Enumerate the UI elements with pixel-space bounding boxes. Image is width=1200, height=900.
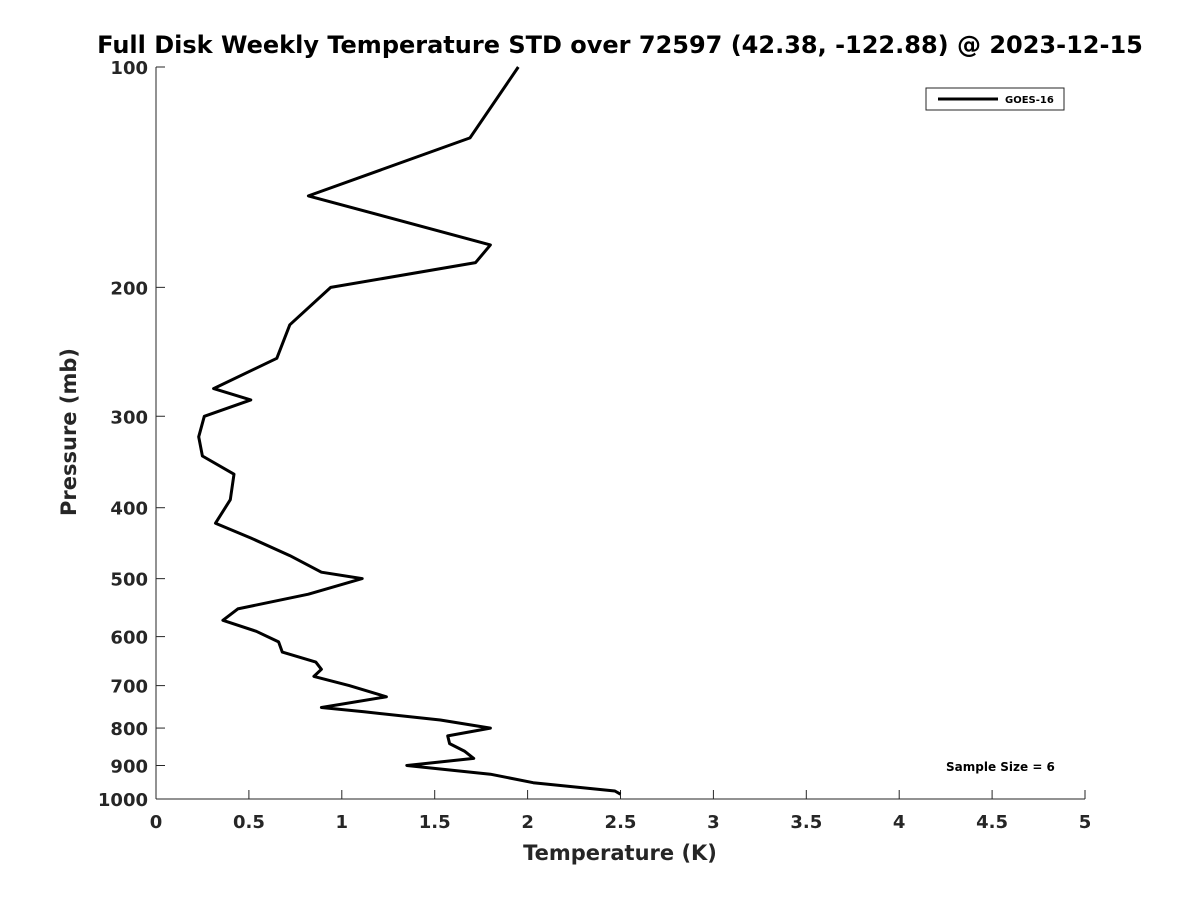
y-tick-label: 700 (110, 677, 148, 698)
y-tick-label: 900 (110, 757, 148, 778)
series-line-goes-16 (197, 66, 622, 796)
y-tick-label: 200 (110, 278, 148, 299)
y-tick-label: 600 (110, 628, 148, 649)
series-layer (197, 66, 622, 796)
legend-label-goes-16: GOES-16 (1005, 95, 1054, 106)
x-tick-label: 3.5 (790, 812, 822, 833)
y-tick-label: 500 (110, 570, 148, 591)
y-tick-label: 300 (110, 407, 148, 428)
x-tick-label: 1 (336, 812, 349, 833)
x-tick-label: 4 (893, 812, 906, 833)
x-tick-label: 4.5 (976, 812, 1008, 833)
legend: GOES-16 (925, 87, 1065, 111)
y-axis-label: Pressure (mb) (57, 348, 81, 516)
y-tick-label: 400 (110, 499, 148, 520)
x-axis-label: Temperature (K) (523, 841, 717, 865)
chart-title: Full Disk Weekly Temperature STD over 72… (97, 31, 1143, 59)
x-tick-label: 1.5 (419, 812, 451, 833)
x-tick-label: 2.5 (605, 812, 637, 833)
axes-layer: 0 0.5 1 1.5 2 2.5 3 3.5 4 4.5 5 100 200 300 400 500 600 7… (98, 58, 1091, 833)
x-tick-label: 5 (1079, 812, 1092, 833)
x-tick-label: 0.5 (233, 812, 265, 833)
sample-size-annotation: Sample Size = 6 (946, 760, 1055, 774)
x-tick-label: 3 (707, 812, 720, 833)
y-tick-label: 1000 (98, 790, 148, 811)
y-tick-label: 100 (110, 58, 148, 79)
x-tick-label: 0 (150, 812, 163, 833)
y-tick-label: 800 (110, 719, 148, 740)
x-tick-label: 2 (521, 812, 534, 833)
